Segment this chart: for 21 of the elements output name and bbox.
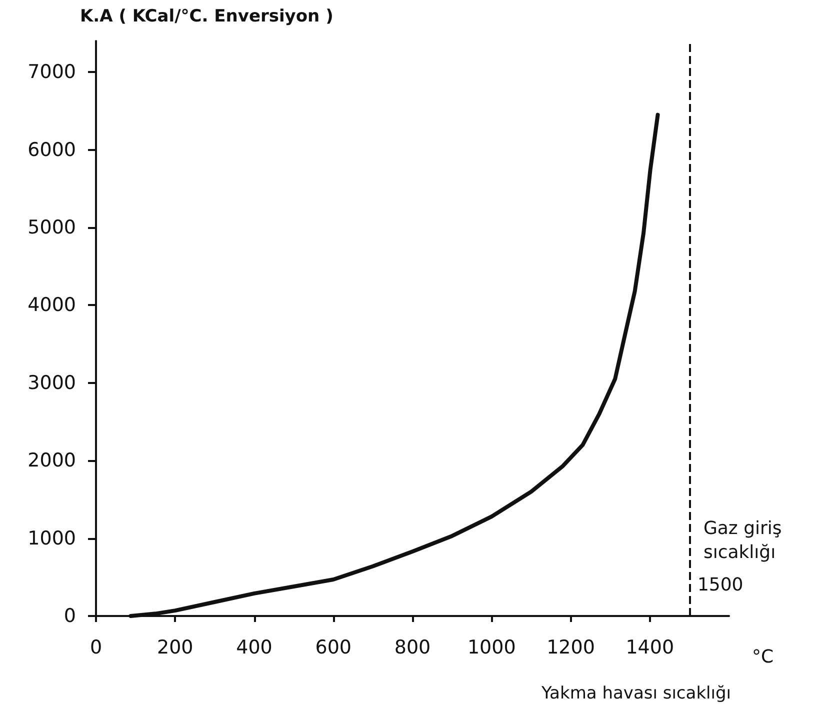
ref-line-label: 1500 [697,574,744,596]
y-tick-label: 3000 [28,372,76,394]
x-tick-label: 1400 [626,636,674,658]
text: °C [752,646,774,668]
x-tick-label: 0 [90,636,102,658]
y-tick-label: 5000 [28,216,76,238]
x-tick-label: 800 [394,636,431,658]
y-tick-label: 1000 [28,527,76,550]
y-tick-label: 6000 [28,138,76,161]
y-axis-title: K.A ( KCal/°C. Enversiyon ) [80,6,334,26]
x-tick-label: 1000 [467,636,516,658]
x-tick-label: 200 [156,636,194,658]
x-tick-label: 600 [315,636,352,658]
annotation: Gaz giriş sıcaklığı [703,518,782,563]
x-axis-title: Yakma havası sıcaklığı [540,684,732,704]
x-tick-label: 1200 [546,636,595,658]
x-tick-label: 400 [236,636,272,658]
y-tick-label: 7000 [28,61,76,84]
y-tick-label: 4000 [28,294,76,316]
y-tick-label: 2000 [28,450,76,472]
y-tick-label: 0 [64,605,76,627]
